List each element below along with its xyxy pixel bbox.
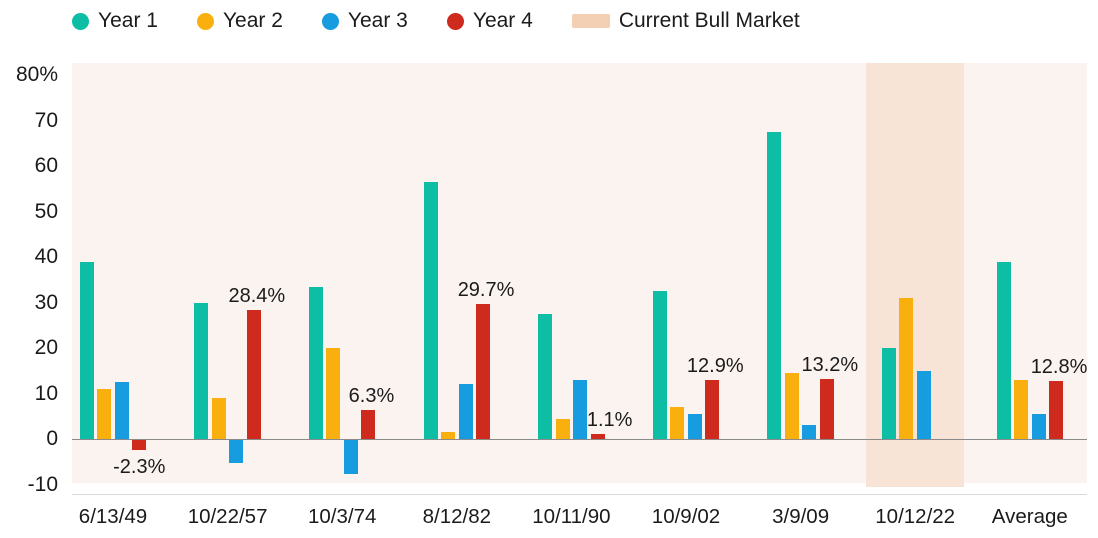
bar-year-4 (1049, 380, 1064, 439)
bar-year-2 (555, 418, 570, 439)
legend-item-current-bull-market: Current Bull Market (571, 9, 800, 33)
bar-year-4 (590, 433, 605, 439)
x-axis-label: 8/12/82 (422, 505, 491, 528)
bar-year-3 (916, 370, 931, 439)
y-axis-tick-label: 10 (34, 381, 58, 405)
x-axis-label: 10/12/22 (875, 505, 956, 528)
y-axis-tick-label: 20 (34, 336, 58, 359)
legend-label-year-1: Year 1 (98, 9, 158, 32)
bar-year-1 (194, 302, 209, 439)
y-axis-tick-label: 30 (34, 290, 58, 314)
bar-year-3 (114, 382, 129, 439)
bar-year-1 (308, 286, 323, 439)
data-label-year-4: 6.3% (348, 385, 395, 408)
data-label-year-4: 12.9% (686, 355, 744, 378)
x-axis-label: 3/9/09 (772, 505, 830, 528)
current-bull-market-swatch-icon (571, 14, 610, 28)
data-label-year-4: 13.2% (801, 353, 859, 376)
bar-year-2 (899, 297, 914, 439)
bar-year-3 (687, 413, 702, 439)
y-axis-tick-label: 70 (34, 108, 58, 132)
y-axis-tick-label: 60 (34, 154, 58, 177)
bar-year-2 (670, 407, 685, 439)
y-axis-tick-label: 50 (34, 199, 58, 223)
x-axis-label: 10/3/74 (307, 505, 377, 528)
data-label-year-4: 1.1% (586, 408, 633, 431)
bar-year-4 (705, 380, 720, 439)
y-axis-tick-label: 0 (46, 427, 58, 450)
current-bull-market-band (866, 63, 965, 487)
bar-year-2 (784, 373, 799, 439)
bar-year-2 (441, 432, 456, 439)
bar-year-4 (361, 410, 376, 439)
bar-year-3 (802, 425, 817, 439)
x-axis-label: 10/11/90 (532, 505, 611, 528)
bar-year-2 (97, 388, 112, 439)
legend-label-year-3: Year 3 (347, 9, 408, 32)
legend-item-year-4: Year 4 (446, 9, 533, 33)
data-label-year-4: 12.8% (1030, 355, 1088, 378)
bar-year-1 (881, 348, 896, 439)
bar-year-1 (423, 181, 438, 439)
x-axis-label: 6/13/49 (78, 505, 148, 528)
chart-legend: Year 1 Year 2 Year 3 Year 4 Current Bull… (72, 9, 800, 33)
bar-year-2 (1014, 379, 1029, 439)
legend-label-year-4: Year 4 (472, 9, 533, 32)
y-axis-tick-label: 40 (34, 245, 58, 268)
bar-year-4 (476, 303, 491, 439)
data-label-year-4: 28.4% (228, 284, 286, 307)
data-label-year-4: 29.7% (457, 278, 515, 301)
legend-item-year-1: Year 1 (72, 9, 158, 33)
legend-label-current-bull-market: Current Bull Market (618, 9, 800, 32)
bar-year-3 (229, 440, 244, 463)
year-3-dot-icon (321, 12, 339, 30)
y-axis-tick-label: 80% (15, 63, 58, 86)
bar-year-1 (996, 261, 1011, 439)
bar-year-3 (573, 379, 588, 439)
bottom-separator-line (72, 494, 1087, 495)
x-axis-zero-line (72, 439, 1087, 440)
legend-item-year-3: Year 3 (321, 9, 408, 33)
bar-year-1 (767, 131, 782, 439)
bar-year-3 (343, 440, 358, 475)
bar-year-4 (246, 309, 261, 439)
y-axis-tick-label: -10 (27, 472, 58, 496)
bar-year-3 (1031, 413, 1046, 439)
bar-year-3 (458, 384, 473, 439)
legend-item-year-2: Year 2 (196, 9, 283, 33)
bar-year-2 (326, 348, 341, 439)
data-label-year-4: -2.3% (113, 456, 166, 479)
bar-year-1 (652, 291, 667, 439)
legend-label-year-2: Year 2 (222, 9, 283, 32)
x-axis-label: 10/22/57 (187, 505, 268, 528)
bar-year-1 (79, 261, 94, 439)
year-4-dot-icon (446, 12, 464, 30)
year-1-dot-icon (72, 12, 89, 30)
bar-year-4 (819, 378, 834, 439)
x-axis-label: Average (991, 505, 1068, 528)
bar-year-1 (538, 313, 553, 439)
bar-year-4 (132, 440, 147, 451)
x-axis-label: 10/9/02 (651, 505, 721, 528)
bar-year-2 (211, 398, 226, 439)
year-2-dot-icon (196, 12, 214, 30)
